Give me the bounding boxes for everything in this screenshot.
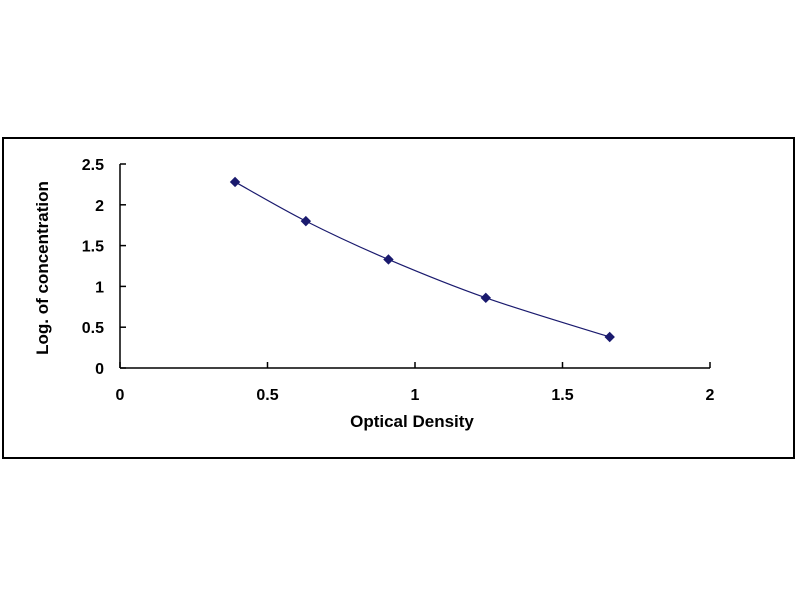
fit-curve-layer xyxy=(234,181,610,338)
fit-curve xyxy=(234,181,610,338)
y-tick-label: 0.5 xyxy=(82,320,104,337)
x-tick-label: 0.5 xyxy=(256,387,278,404)
x-axis-ticks: 0 0.5 1 1.5 2 xyxy=(116,362,715,404)
data-point-diamond xyxy=(300,215,312,227)
data-point-diamond xyxy=(604,331,615,343)
y-axis-title: Log. of concentration xyxy=(33,181,52,355)
axes xyxy=(119,164,710,369)
y-axis-ticks: 0 0.5 1 1.5 2 2.5 xyxy=(82,157,126,378)
x-tick-label: 1.5 xyxy=(551,387,573,404)
x-tick-label: 0 xyxy=(116,387,125,404)
data-point-diamond xyxy=(229,176,241,188)
x-tick-label: 1 xyxy=(411,387,420,404)
y-tick-label: 2 xyxy=(95,198,104,215)
data-points-layer xyxy=(229,176,615,343)
y-tick-label: 1 xyxy=(95,279,104,296)
x-axis-title: Optical Density xyxy=(350,412,474,431)
chart-frame xyxy=(2,137,795,459)
data-point-diamond xyxy=(383,254,394,265)
y-tick-label: 2.5 xyxy=(82,157,104,174)
data-point-diamond xyxy=(480,292,492,304)
x-tick-label: 2 xyxy=(706,387,715,404)
y-tick-label: 1.5 xyxy=(82,239,104,256)
y-tick-label: 0 xyxy=(95,361,104,378)
